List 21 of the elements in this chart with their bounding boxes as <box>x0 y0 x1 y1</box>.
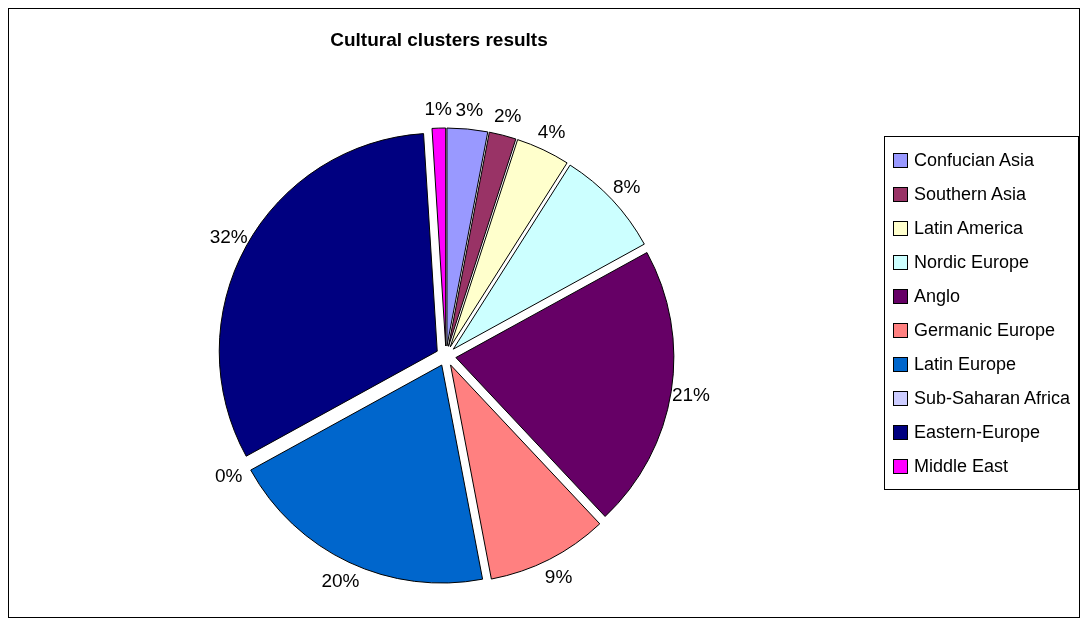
legend-label: Eastern-Europe <box>912 421 1041 444</box>
legend-label: Latin Europe <box>912 353 1017 376</box>
data-label: 9% <box>544 566 573 588</box>
data-label: 2% <box>493 105 522 127</box>
legend-label: Sub-Saharan Africa <box>912 387 1070 410</box>
data-label: 21% <box>671 384 711 406</box>
legend-label: Germanic Europe <box>912 319 1056 342</box>
legend-label: Anglo <box>912 285 961 308</box>
chart-title: Cultural clusters results <box>329 29 549 51</box>
text: 0% <box>214 464 243 486</box>
legend-label: Southern Asia <box>912 183 1027 206</box>
data-label: 4% <box>537 121 566 143</box>
data-label: 8% <box>613 175 641 197</box>
data-label: 20% <box>321 569 360 591</box>
data-label: 32% <box>209 226 248 248</box>
legend-label: Confucian Asia <box>912 149 1035 172</box>
legend-label: Nordic Europe <box>912 251 1030 274</box>
data-label: 3% <box>455 98 484 120</box>
legend-label: Latin America <box>912 217 1024 240</box>
data-label: 1% <box>424 97 453 119</box>
legend-label: Middle East <box>912 455 1009 478</box>
